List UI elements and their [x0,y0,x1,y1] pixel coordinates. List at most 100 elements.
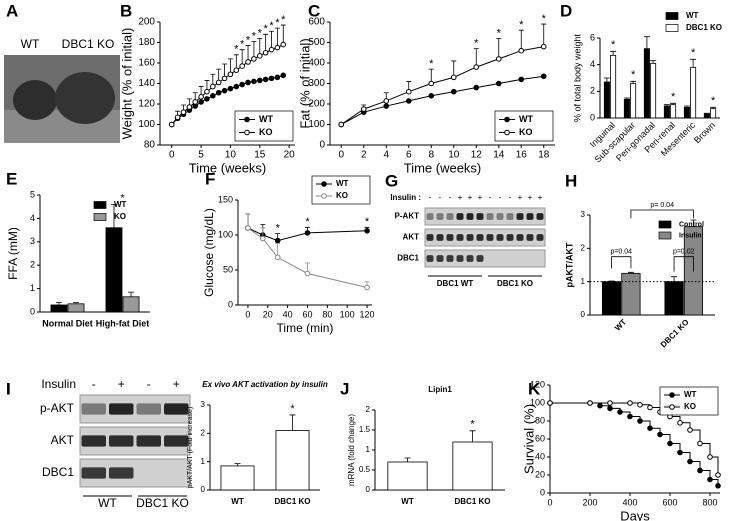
legend-swatch [658,220,672,229]
x-tick-label: 800 [702,497,717,507]
y-tick-label: 200 [308,99,325,110]
marker [204,88,210,95]
x-tick-label: 80 [322,309,332,319]
x-tick-label: High-fat Diet [96,318,150,328]
significance: * [671,91,676,103]
blot-band [446,213,454,220]
bar [643,48,650,119]
blot-band [426,213,434,220]
marker [239,63,245,69]
error-bar [690,58,697,68]
blot-band [466,255,474,262]
significance: * [365,216,370,228]
group-label: DBC1 KO [136,496,189,510]
bracket [630,209,694,219]
panel-letter: E [6,169,17,188]
blot-band [526,234,534,241]
y-tick-label: 4 [590,59,595,69]
blot-band [516,213,524,220]
significance: * [474,38,479,50]
lane-sign: - [147,377,151,391]
marker [174,114,181,121]
blot-band [109,435,134,447]
significance: * [519,19,524,31]
lane-sign: - [92,377,96,391]
lane-sign: + [528,193,533,202]
significance: * [542,13,547,25]
marker [627,400,633,406]
marker [383,98,390,104]
error-bar [630,80,637,84]
blot-band [436,255,444,262]
blot-band [109,467,134,479]
error-bar [473,48,479,68]
y-tick-label: 80 [535,415,545,425]
blot-band [476,234,484,241]
blot-band [81,403,106,415]
lane-sign: + [538,193,543,202]
legend-label: KO [259,127,273,137]
y-tick-label: 40 [535,451,545,461]
x-tick-label: 0 [338,150,344,161]
y-axis-label: Weight (% of initial) [119,28,134,140]
marker [473,64,480,70]
marker [198,94,204,100]
error-bar [703,112,710,114]
marker [637,402,643,408]
legend-label: KO [336,191,348,200]
y-tick-label: 180 [138,37,155,48]
x-tick-label: WT [401,497,414,506]
insulin-label: Insulin : [390,193,421,202]
x-tick-label: DBC1 KO [659,318,691,350]
bar [610,54,617,119]
y-tick-label: 120 [530,379,545,389]
significance: * [234,44,239,56]
marker [428,80,435,87]
error-bar [518,29,524,51]
legend-swatch [93,201,107,209]
lane-sign: + [478,193,483,202]
y-tick-label: 0 [590,112,595,122]
x-tick-label: 0 [547,497,552,507]
marker [221,75,228,82]
lane-sign: - [509,193,512,202]
y-tick-label: 3 [581,210,586,219]
marker [304,270,311,277]
insulin-label: Insulin [41,377,76,391]
marker [657,431,663,438]
significance: * [497,27,502,39]
error-bar [469,430,476,442]
bar [630,82,637,119]
y-tick-label: 2 [30,260,35,270]
x-tick-label: WT [231,497,244,506]
y-tick-label: 3 [30,236,35,246]
marker [251,78,257,85]
error-bar [623,97,630,100]
series-line [247,227,368,288]
y-tick-label: 0 [201,485,206,494]
marker [547,400,553,406]
blot-strip [424,228,546,247]
series-line [340,46,544,125]
panel-letter: C [308,1,320,20]
y-tick-label: 60 [535,433,545,443]
blot-band [436,213,444,220]
marker [239,81,245,88]
bar [220,465,255,491]
panel-letter: H [565,171,577,190]
panel-letter: I [6,379,11,398]
legend-label: KO [114,212,126,221]
blot-band [516,234,524,241]
blot-band [109,403,134,415]
p-value: p= 0.04 [650,202,674,209]
x-tick-label: 10 [448,150,460,161]
lane-sign: - [429,193,432,202]
blot-band [426,255,434,262]
x-tick-label: 100 [340,309,355,319]
blot-band [426,234,434,241]
significance: * [252,30,257,42]
legend-swatch [665,12,679,20]
blot-band [476,213,484,220]
legend-label: Control [679,221,704,228]
x-tick-label: 2 [361,150,367,161]
